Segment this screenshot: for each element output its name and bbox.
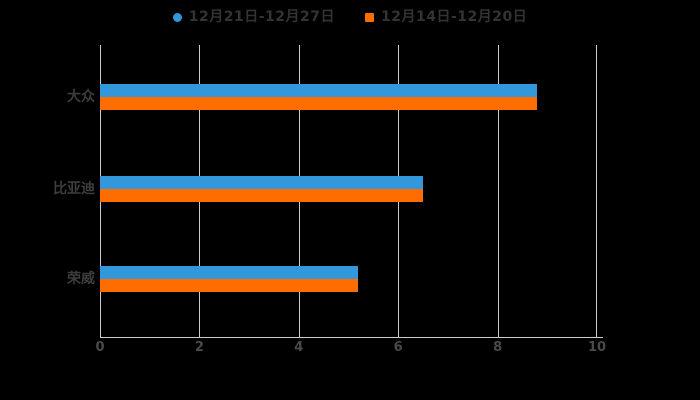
x-tick-label-0: 0 [95,340,105,355]
bar-series2-row2[interactable] [100,189,424,202]
plot-area [100,45,597,337]
bar-series2-row3[interactable] [100,279,359,292]
y-axis-label-row1: 大众 [67,89,95,105]
series-week2-marker-icon [172,12,182,22]
series-week1-marker-icon [365,12,374,22]
legend-item-week2[interactable]: 12月21日-12月27日 [172,9,335,25]
x-tick-label-2: 2 [194,340,204,355]
bar-series1-row3[interactable] [100,266,359,279]
x-tick-label-6: 6 [393,340,403,355]
legend-label-week2: 12月21日-12月27日 [188,9,335,25]
y-axis-label-row2: 比亚迪 [53,181,95,197]
gridline-8 [497,45,499,337]
y-axis-label-row3: 荣威 [67,271,95,287]
x-axis-line [100,337,603,338]
bar-series1-row2[interactable] [100,176,424,189]
x-tick-label-4: 4 [294,340,304,355]
legend-label-week1: 12月14日-12月20日 [381,9,528,25]
legend: 12月21日-12月27日 12月14日-12月20日 [0,6,700,28]
legend-item-week1[interactable]: 12月14日-12月20日 [365,10,527,24]
x-tick-label-8: 8 [493,340,503,355]
x-tick-label-10: 10 [587,340,607,355]
gridline-10 [596,45,597,337]
bar-series2-row1[interactable] [100,97,538,110]
bar-series1-row1[interactable] [100,84,538,97]
